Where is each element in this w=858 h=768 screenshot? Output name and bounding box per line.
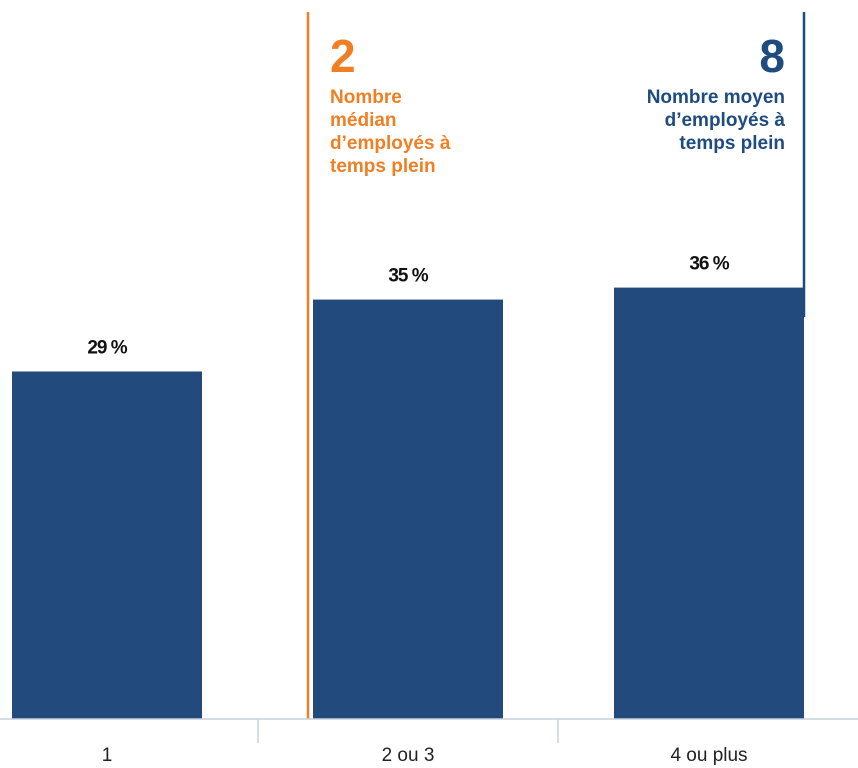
median-label-line-2: médian — [330, 110, 397, 131]
mean-label: Nombre moyen d’employés à temps plein — [580, 86, 785, 155]
mean-label-line-2: d’employés à — [664, 110, 785, 131]
mean-callout: 8 Nombre moyen d’employés à temps plein — [580, 30, 785, 155]
median-label: Nombre médian d’employés à temps plein — [330, 86, 520, 178]
bar-value-label-4-ou-plus: 36 % — [689, 254, 729, 275]
bars-layer — [12, 287, 804, 719]
mean-label-line-3: temps plein — [679, 133, 785, 154]
bar-value-label-1: 29 % — [87, 337, 127, 358]
bar-4-ou-plus — [614, 287, 804, 719]
median-value: 2 — [330, 30, 356, 82]
bar-1 — [12, 371, 202, 719]
median-label-line-1: Nombre — [330, 87, 402, 108]
x-axis-ticks — [257, 719, 559, 743]
x-tick-label-1: 1 — [102, 745, 113, 766]
bar-value-label-2-ou-3: 35 % — [388, 266, 428, 287]
x-axis-tick-labels: 1 2 ou 3 4 ou plus — [102, 745, 748, 766]
mean-label-line-1: Nombre moyen — [646, 87, 785, 108]
x-tick-label-4-ou-plus: 4 ou plus — [670, 745, 747, 766]
median-label-line-3: d’employés à — [330, 133, 451, 154]
bar-2-ou-3 — [313, 299, 503, 719]
median-label-line-4: temps plein — [330, 156, 436, 177]
value-labels-layer: 29 % 35 % 36 % — [87, 254, 730, 359]
x-tick-label-2-ou-3: 2 ou 3 — [382, 745, 435, 766]
median-callout: 2 Nombre médian d’employés à temps plein — [330, 30, 520, 178]
mean-value: 8 — [759, 30, 785, 82]
